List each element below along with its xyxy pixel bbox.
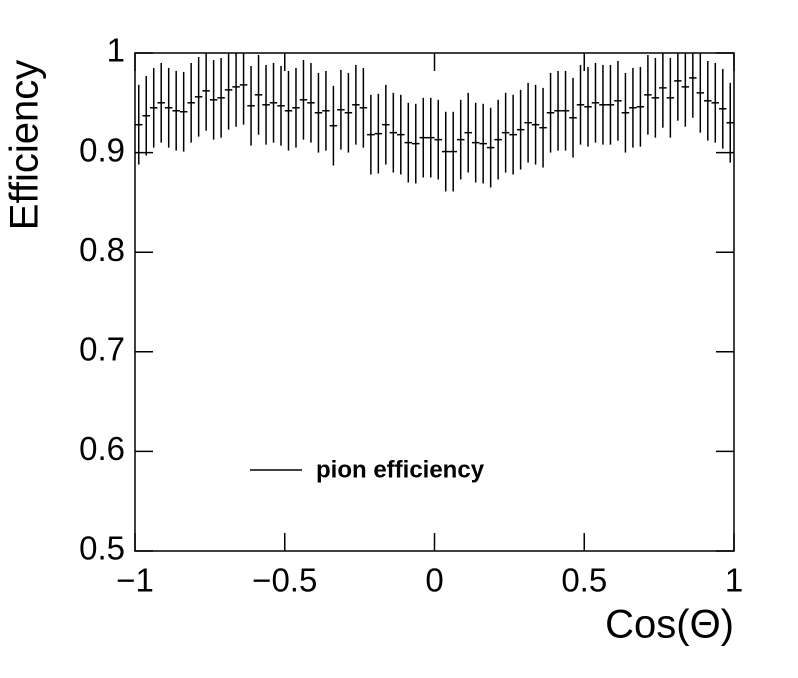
x-tick-label: −1	[116, 562, 154, 599]
y-tick-label: 0.5	[79, 530, 125, 567]
x-axis-label: Cos(Θ)	[605, 603, 734, 647]
y-tick-label: 0.9	[79, 131, 125, 168]
data-marks	[135, 53, 734, 192]
x-tick-label: −0.5	[252, 562, 317, 599]
y-tick-label: 0.7	[79, 331, 125, 368]
x-tick-label: 0.5	[561, 562, 607, 599]
y-tick-label: 1	[107, 32, 125, 69]
y-tick-label: 0.8	[79, 231, 125, 268]
y-tick-label: 0.6	[79, 430, 125, 467]
x-tick-label: 1	[725, 562, 743, 599]
legend-label: pion efficiency	[316, 456, 485, 483]
x-tick-label: 0	[425, 562, 443, 599]
y-axis-label: Efficiency	[3, 60, 47, 230]
